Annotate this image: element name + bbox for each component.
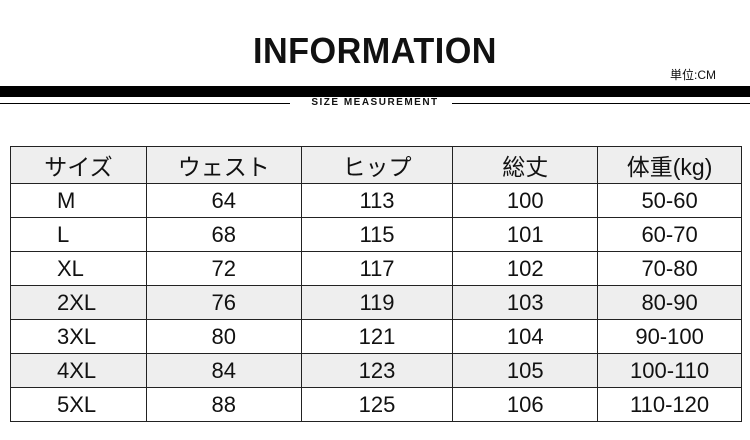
table-row: 2XL 76 119 103 80-90: [10, 285, 742, 320]
table-row: 5XL 88 125 106 110-120: [10, 387, 742, 422]
table-cell: 106: [452, 387, 599, 422]
table-cell: 105: [452, 353, 599, 388]
table-cell: 80: [145, 319, 302, 354]
table-cell: 80-90: [597, 285, 742, 320]
table-row: L 68 115 101 60-70: [10, 217, 742, 252]
column-header: 総丈: [452, 146, 599, 184]
table-cell: 84: [145, 353, 302, 388]
table-cell: 115: [300, 217, 454, 252]
table-cell: XL: [10, 251, 147, 286]
table-cell: 4XL: [10, 353, 147, 388]
column-header: 体重(kg): [597, 146, 742, 184]
table-cell: 104: [452, 319, 599, 354]
table-row: 3XL 80 121 104 90-100: [10, 319, 742, 354]
table-cell: 110-120: [597, 387, 742, 422]
table-cell: 100: [452, 183, 599, 218]
thin-divider-right: [452, 103, 750, 104]
column-header: ウェスト: [145, 146, 302, 184]
size-table: サイズ ウェスト ヒップ 総丈 体重(kg) M 64 113 100 50-60 L 68 115 1…: [10, 146, 742, 422]
table-cell: 76: [145, 285, 302, 320]
table-cell: 101: [452, 217, 599, 252]
table-cell: 68: [145, 217, 302, 252]
table-cell: 88: [145, 387, 302, 422]
page-title: INFORMATION: [253, 30, 497, 71]
table-header-row: サイズ ウェスト ヒップ 総丈 体重(kg): [10, 146, 742, 184]
table-cell: 100-110: [597, 353, 742, 388]
table-cell: 117: [300, 251, 454, 286]
table-row: 4XL 84 123 105 100-110: [10, 353, 742, 388]
table-row: XL 72 117 102 70-80: [10, 251, 742, 286]
table-cell: 123: [300, 353, 454, 388]
thin-divider-left: [0, 103, 290, 104]
table-cell: 72: [145, 251, 302, 286]
table-cell: 70-80: [597, 251, 742, 286]
unit-label: 単位:CM: [670, 68, 716, 82]
thick-divider: [0, 86, 750, 97]
table-cell: 113: [300, 183, 454, 218]
table-cell: 64: [145, 183, 302, 218]
table-cell: 121: [300, 319, 454, 354]
table-cell: M: [10, 183, 147, 218]
table-row: M 64 113 100 50-60: [10, 183, 742, 218]
table-cell: 102: [452, 251, 599, 286]
section-subtitle: SIZE MEASUREMENT: [0, 97, 750, 108]
table-cell: 125: [300, 387, 454, 422]
table-cell: L: [10, 217, 147, 252]
table-cell: 3XL: [10, 319, 147, 354]
table-cell: 60-70: [597, 217, 742, 252]
table-cell: 103: [452, 285, 599, 320]
table-cell: 50-60: [597, 183, 742, 218]
table-cell: 5XL: [10, 387, 147, 422]
table-cell: 2XL: [10, 285, 147, 320]
column-header: ヒップ: [300, 146, 454, 184]
column-header: サイズ: [10, 146, 147, 184]
table-cell: 90-100: [597, 319, 742, 354]
table-cell: 119: [300, 285, 454, 320]
